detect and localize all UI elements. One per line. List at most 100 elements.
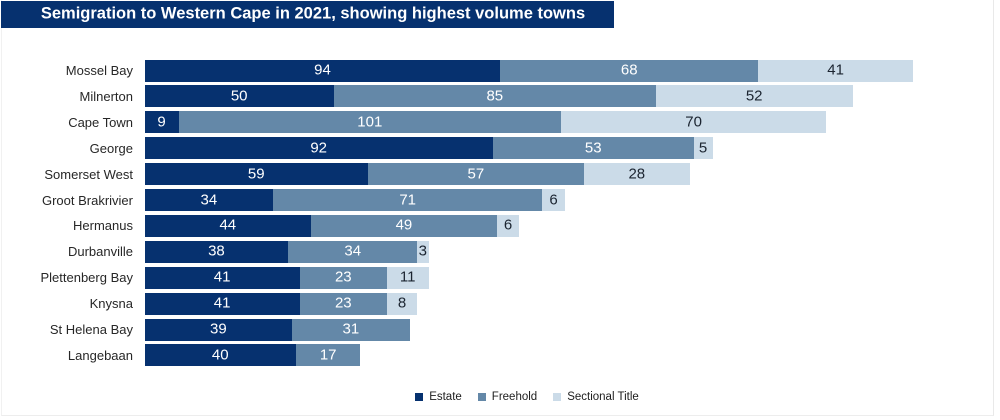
bar-segment-estate: 41 [144,266,300,289]
bar-segment-sectional-title: 11 [386,266,429,289]
bar-segment-sectional-title: 28 [583,163,690,186]
bar-value-label: 6 [503,216,513,234]
chart-row: Plettenberg Bay 41 23 11 [0,266,1000,289]
stacked-bar: 39 31 [144,318,410,341]
bar-segment-estate: 92 [144,137,493,160]
stacked-bar: 34 71 6 [144,189,565,211]
stacked-bar: 9 101 70 [144,111,827,134]
chart-row: Langebaan 40 17 [0,344,1000,367]
bar-segment-freehold: 31 [292,318,410,341]
bar-segment-freehold: 85 [333,85,656,108]
bar-segment-freehold: 34 [288,240,418,263]
bar-value-label: 41 [213,268,231,286]
category-label: Knysna [89,296,133,312]
stacked-bar: 41 23 11 [144,266,429,289]
bar-segment-freehold: 68 [500,59,758,82]
bar-value-label: 6 [549,191,558,208]
bar-value-label: 92 [310,139,328,157]
bar-value-label: 8 [397,294,407,312]
bar-segment-estate: 38 [144,240,289,263]
stacked-bar: 92 53 5 [144,137,713,160]
bar-segment-sectional-title: 41 [757,59,914,82]
bar-segment-estate: 41 [144,292,300,315]
category-label: Milnerton [79,88,133,104]
legend-item: Sectional Title [553,391,639,403]
category-label: Durbanville [67,244,133,260]
bar-value-label: 40 [211,346,229,364]
chart-title-bar: Semigration to Western Cape in 2021, sho… [1,1,614,28]
legend-item: Freehold [477,391,537,403]
category-label: Groot Brakrivier [41,192,133,208]
category-label: St Helena Bay [49,322,133,337]
bar-value-label: 34 [344,242,362,260]
bar-value-label: 49 [395,216,413,234]
chart-row: Mossel Bay 94 68 41 [0,59,1000,82]
chart-row: Cape Town 9 101 70 [0,111,1000,134]
bar-value-label: 34 [200,191,218,208]
bar-value-label: 23 [334,294,352,312]
bar-segment-freehold: 23 [299,266,387,289]
bar-value-label: 28 [628,165,646,183]
stacked-bar: 38 34 3 [144,240,429,263]
legend-item: Estate [415,391,462,403]
bar-value-label: 53 [584,139,602,157]
bar-segment-sectional-title: 70 [561,111,827,134]
bar-segment-sectional-title: 3 [417,240,429,263]
category-label: Hermanus [73,218,133,234]
bar-value-label: 41 [213,294,231,312]
legend-label: Sectional Title [567,391,639,403]
legend-label: Estate [429,391,462,403]
bar-value-label: 9 [157,113,166,131]
stacked-bar: 50 85 52 [144,85,853,108]
bar-segment-sectional-title: 6 [496,214,520,237]
stacked-bar: 59 57 28 [144,163,690,186]
chart-row: George 92 53 5 [0,137,1000,160]
bar-value-label: 57 [467,165,485,183]
stacked-bar: 44 49 6 [144,214,520,237]
bar-segment-sectional-title: 8 [386,292,418,315]
bar-value-label: 71 [399,191,417,208]
category-label: Plettenberg Bay [40,270,133,286]
bar-segment-estate: 39 [144,318,293,341]
legend-swatch-freehold [477,393,486,401]
chart-row: Hermanus 44 49 6 [0,214,1000,237]
chart-row: Milnerton 50 85 52 [0,85,1000,108]
bar-value-label: 23 [334,268,352,286]
bar-value-label: 85 [486,87,504,105]
bar-value-label: 5 [698,139,708,157]
bar-segment-estate: 34 [144,189,274,211]
bar-value-label: 3 [418,242,427,260]
stacked-bar: 41 23 8 [144,292,418,315]
bar-value-label: 11 [399,268,416,286]
bar-value-label: 38 [208,242,225,260]
bar-segment-estate: 59 [144,163,368,186]
bar-value-label: 39 [210,320,227,338]
chart-row: Somerset West 59 57 28 [0,163,1000,186]
bar-value-label: 41 [827,61,844,79]
bar-value-label: 44 [219,216,237,234]
bar-segment-estate: 44 [144,214,312,237]
bar-segment-sectional-title: 52 [655,85,853,108]
chart-row: St Helena Bay 39 31 [0,318,1000,341]
legend: Estate Freehold Sectional Title [0,390,1000,404]
bar-value-label: 59 [247,165,265,183]
bar-segment-estate: 9 [144,111,179,134]
bar-value-label: 50 [230,87,248,105]
bar-value-label: 31 [342,320,360,338]
stacked-bar: 40 17 [144,344,361,367]
bar-segment-estate: 40 [144,344,296,367]
category-label: Mossel Bay [65,63,133,78]
bar-segment-estate: 50 [144,85,334,108]
bar-value-label: 70 [685,113,702,131]
category-label: George [89,140,133,156]
bar-value-label: 101 [357,113,383,131]
bar-segment-freehold: 57 [367,163,584,186]
bar-value-label: 52 [745,87,763,105]
bar-value-label: 94 [314,61,331,79]
stacked-bar: 94 68 41 [144,59,914,82]
bar-segment-sectional-title: 6 [542,189,565,211]
chart-row: Groot Brakrivier 34 71 6 [0,189,1000,211]
legend-swatch-estate [415,393,424,401]
